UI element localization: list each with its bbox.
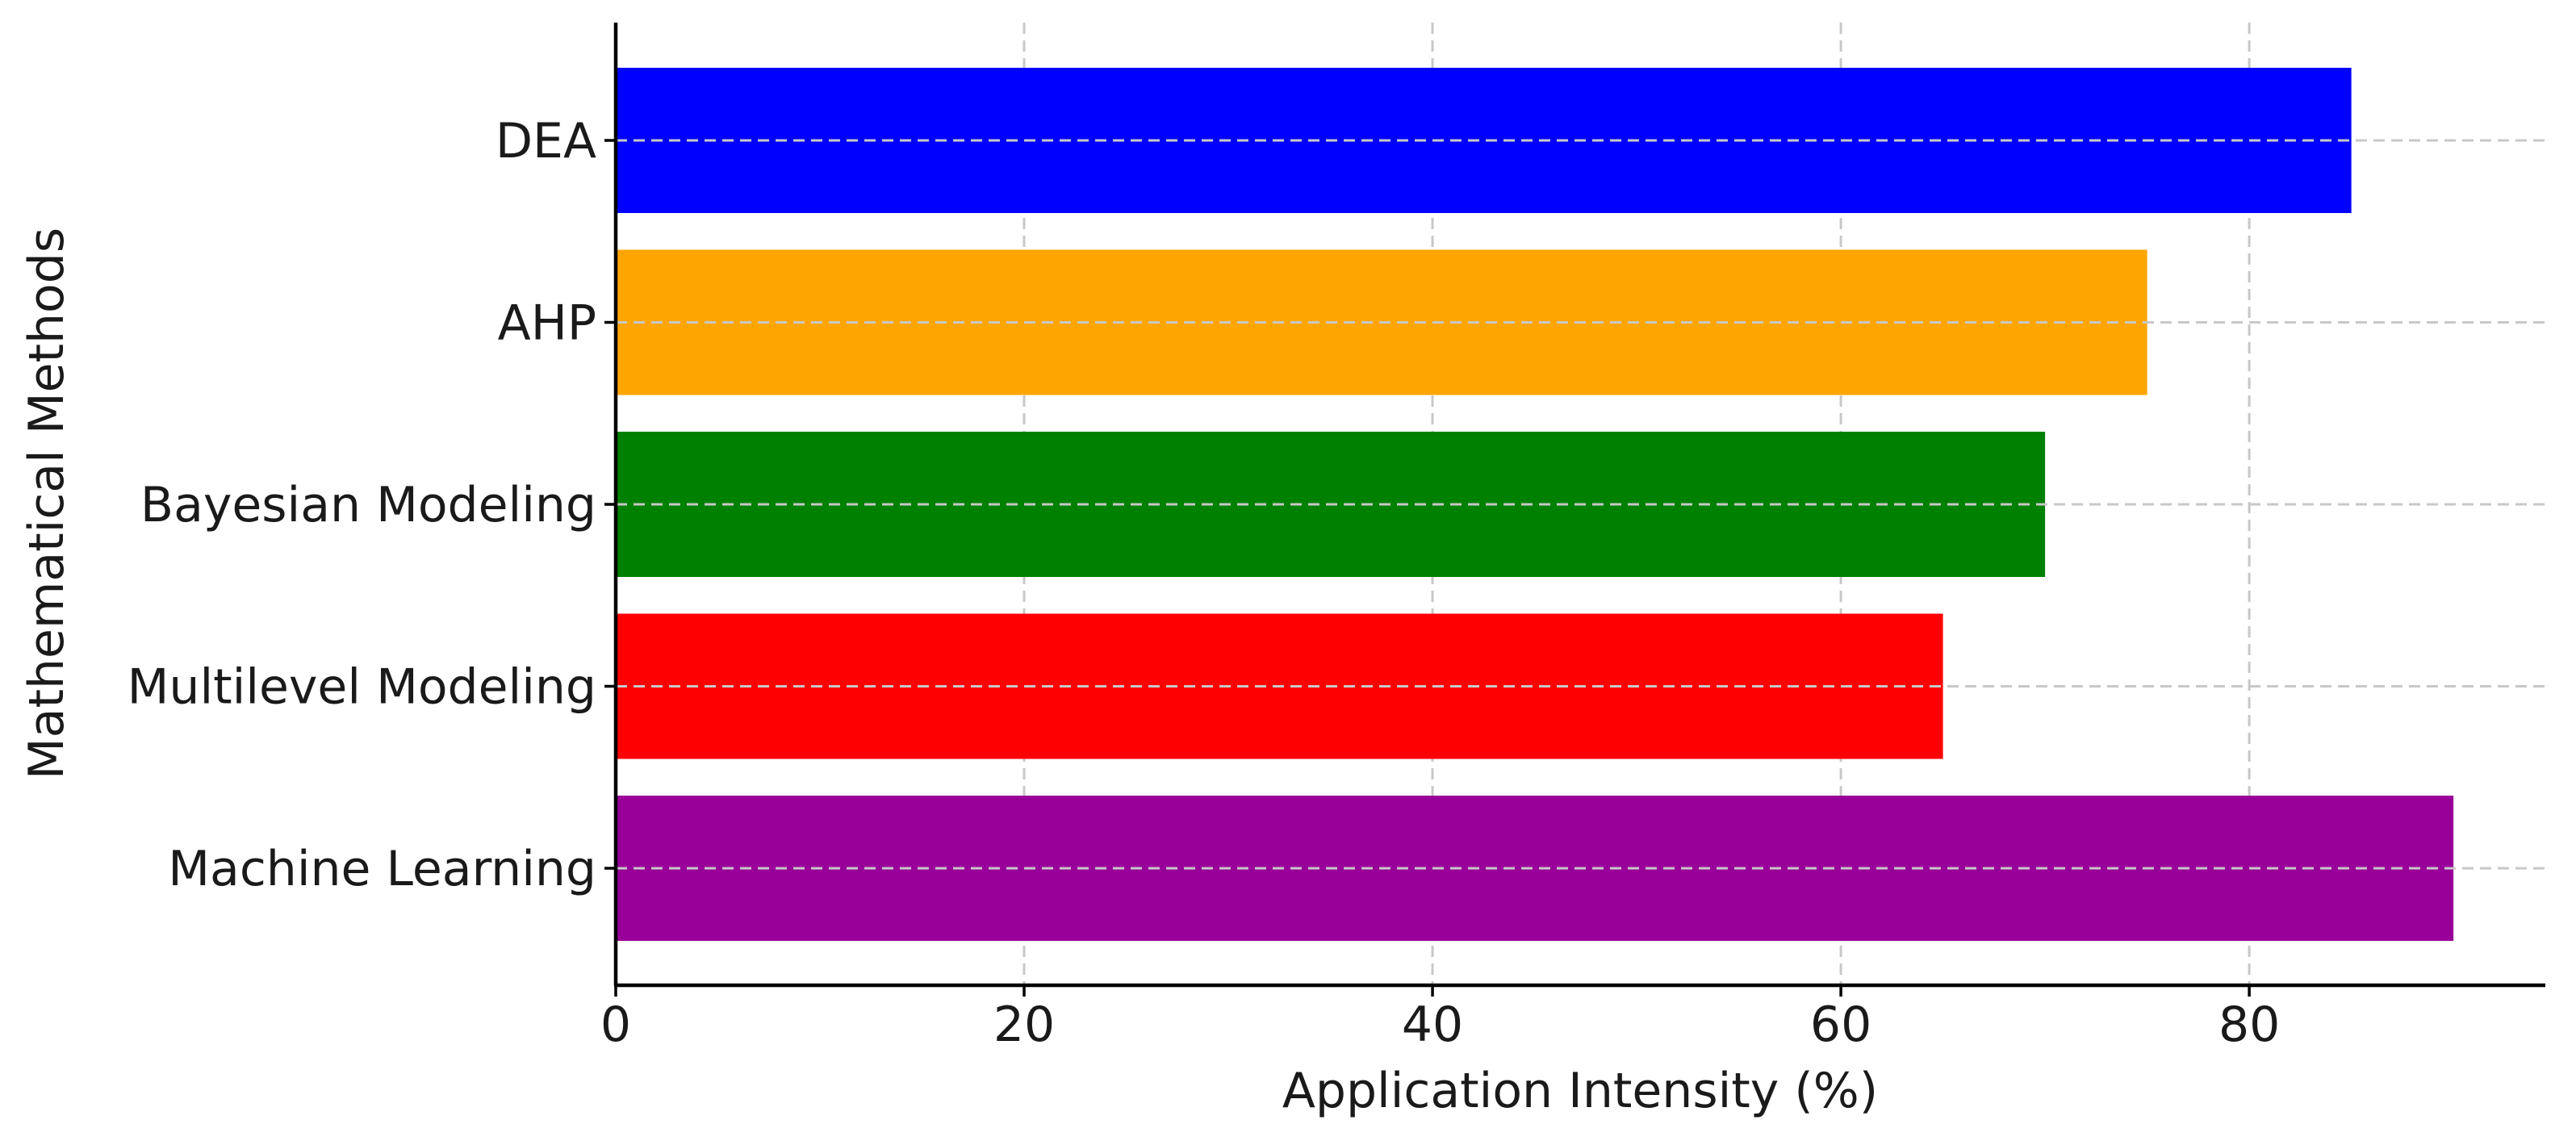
y-tick-label: Multilevel Modeling — [128, 659, 596, 716]
category-grid — [616, 139, 2545, 870]
y-axis-label: Mathematical Methods — [19, 228, 75, 779]
x-tick-label: 20 — [993, 997, 1055, 1053]
x-ticks: 0 20 40 60 80 — [600, 985, 2280, 1053]
y-ticks: DEA AHP Bayesian Modeling Multilevel Modeli… — [128, 113, 616, 897]
x-tick-label: 40 — [1402, 997, 1463, 1053]
x-tick-label: 0 — [600, 997, 631, 1053]
x-tick-label: 60 — [1810, 997, 1871, 1053]
y-tick-label: Bayesian Modeling — [140, 477, 596, 533]
x-axis-label: Application Intensity (%) — [1282, 1063, 1878, 1119]
y-tick-label: DEA — [496, 113, 596, 169]
y-tick-label: AHP — [498, 295, 596, 352]
y-tick-label: Machine Learning — [168, 841, 596, 897]
x-tick-label: 80 — [2218, 997, 2280, 1053]
